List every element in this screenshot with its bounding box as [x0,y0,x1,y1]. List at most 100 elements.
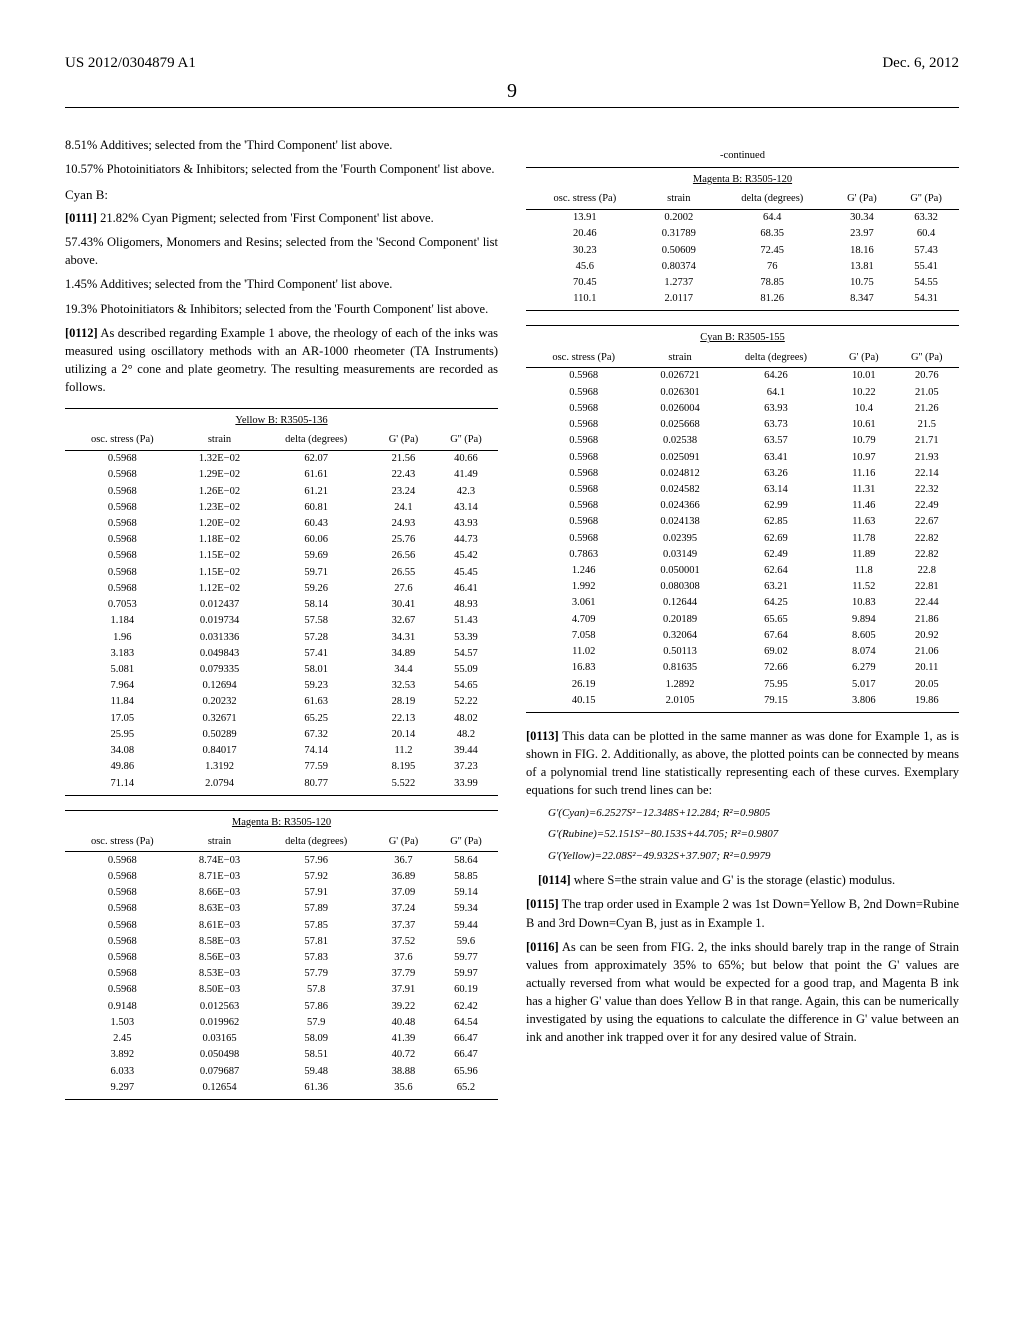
table-cell: 10.83 [833,595,894,611]
col-hdr: G' (Pa) [831,189,894,209]
table-cell: 0.5968 [526,367,641,384]
table-cell: 21.93 [895,449,960,465]
cyan-b-heading: Cyan B: [65,186,498,205]
table-cell: 21.56 [373,450,434,467]
table-cell: 21.86 [895,611,960,627]
table-cell: 0.03149 [641,546,718,562]
table-row: 0.59681.12E−0259.2627.646.41 [65,580,498,596]
table-row: 0.59688.50E−0357.837.9160.19 [65,982,498,998]
table-row: 0.59688.56E−0357.8337.659.77 [65,950,498,966]
table-cell: 10.01 [833,367,894,384]
col-hdr: delta (degrees) [259,430,373,450]
table-cell: 0.5968 [65,483,180,499]
table-cell: 20.14 [373,726,434,742]
table-cell: 0.5968 [65,852,180,869]
table-cell: 0.5968 [65,868,180,884]
table-row: 0.78630.0314962.4911.8922.82 [526,546,959,562]
table-cell: 22.67 [895,514,960,530]
patent-number: US 2012/0304879 A1 [65,55,196,72]
table-cell: 5.522 [373,775,434,795]
table-cell: 11.46 [833,498,894,514]
table-row: 9.2970.1265461.3635.665.2 [65,1079,498,1099]
para-0116: [0116] As can be seen from FIG. 2, the i… [526,938,959,1047]
table-cell: 61.63 [259,694,373,710]
table-cell: 60.4 [893,226,959,242]
table-cell: 43.93 [434,516,498,532]
table-cell: 59.34 [434,901,498,917]
table-cell: 27.6 [373,580,434,596]
table-cell: 35.6 [373,1079,434,1099]
table-cell: 45.42 [434,548,498,564]
table-cell: 8.74E−03 [180,852,260,869]
table-cell: 11.78 [833,530,894,546]
col-hdr: osc. stress (Pa) [65,430,180,450]
table-cell: 63.26 [719,465,833,481]
table-cell: 68.35 [714,226,831,242]
table-row: 0.59680.02481263.2611.1622.14 [526,465,959,481]
table-cell: 60.19 [434,982,498,998]
table-cell: 0.025091 [641,449,718,465]
table-cell: 22.82 [895,530,960,546]
para-0114-text: where S=the strain value and G' is the s… [571,873,896,887]
table-magenta-left-title: Magenta B: R3505-120 [65,810,498,832]
table-cell: 44.73 [434,532,498,548]
table-cell: 54.55 [893,275,959,291]
table-cell: 0.5968 [526,400,641,416]
table-cell: 0.019734 [180,613,260,629]
table-cell: 32.67 [373,613,434,629]
table-cell: 1.20E−02 [180,516,260,532]
table-cell: 62.07 [259,450,373,467]
table-cell: 59.23 [259,678,373,694]
table-cell: 11.52 [833,579,894,595]
table-cell: 43.14 [434,499,498,515]
table-row: 0.59680.0253863.5710.7921.71 [526,433,959,449]
table-row: 1.2460.05000162.6411.822.8 [526,563,959,579]
table-row: 0.70530.01243758.1430.4148.93 [65,597,498,613]
table-cell: 65.65 [719,611,833,627]
table-cell: 57.83 [259,950,373,966]
table-cell: 0.31789 [644,226,714,242]
table-cell: 22.82 [895,546,960,562]
table-row: 70.451.273778.8510.7554.55 [526,275,959,291]
table-cell: 63.73 [719,417,833,433]
table-cell: 0.7863 [526,546,641,562]
table-cell: 63.93 [719,400,833,416]
table-cell: 0.32671 [180,710,260,726]
table-row: 0.59680.02413862.8511.6322.67 [526,514,959,530]
table-cell: 59.14 [434,885,498,901]
table-row: 4.7090.2018965.659.89421.86 [526,611,959,627]
table-cell: 59.97 [434,966,498,982]
table-cell: 1.23E−02 [180,499,260,515]
table-cell: 45.6 [526,258,644,274]
table-cell: 58.51 [259,1047,373,1063]
table-magenta-right-header: osc. stress (Pa) strain delta (degrees) … [526,189,959,209]
table-cell: 55.41 [893,258,959,274]
patent-date: Dec. 6, 2012 [882,55,959,72]
para-0112: [0112] As described regarding Example 1 … [65,324,498,397]
equation-yellow: G'(Yellow)=22.08S²−49.932S+37.907; R²=0.… [548,849,959,865]
table-cell: 22.43 [373,467,434,483]
table-cell: 72.66 [719,660,833,676]
left-column: 8.51% Additives; selected from the 'Thir… [65,136,498,1114]
table-cell: 32.53 [373,678,434,694]
table-cell: 8.195 [373,759,434,775]
table-row: 0.59680.02672164.2610.0120.76 [526,367,959,384]
table-cell: 62.85 [719,514,833,530]
table-cyan: Cyan B: R3505-155 osc. stress (Pa) strai… [526,325,959,713]
table-cell: 57.96 [259,852,373,869]
table-cell: 30.23 [526,242,644,258]
table-cell: 20.46 [526,226,644,242]
table-cell: 23.97 [831,226,894,242]
table-cell: 39.44 [434,743,498,759]
table-cell: 36.7 [373,852,434,869]
table-cell: 41.49 [434,467,498,483]
table-cell: 6.279 [833,660,894,676]
col-hdr: G' (Pa) [373,832,434,852]
table-cell: 45.45 [434,564,498,580]
para-0112-text: As described regarding Example 1 above, … [65,326,498,394]
table-row: 49.861.319277.598.19537.23 [65,759,498,775]
table-yellow-header: osc. stress (Pa) strain delta (degrees) … [65,430,498,450]
patent-header: US 2012/0304879 A1 Dec. 6, 2012 [65,55,959,72]
table-cell: 22.14 [895,465,960,481]
table-cell: 64.4 [714,209,831,226]
